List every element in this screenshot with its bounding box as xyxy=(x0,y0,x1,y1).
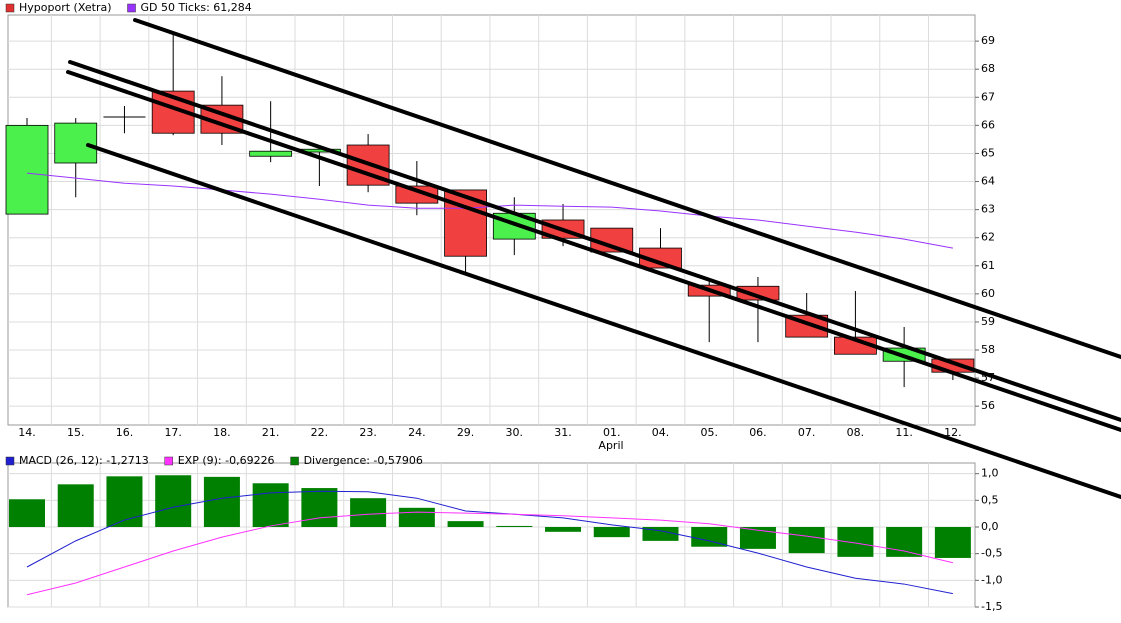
x-tick-label: 08. xyxy=(847,426,865,439)
x-tick-label: 04. xyxy=(652,426,670,439)
trend-line xyxy=(68,60,1121,422)
y-tick-label: 0,0 xyxy=(981,520,999,533)
month-label: April xyxy=(598,439,623,452)
line xyxy=(26,490,953,595)
macd-frame xyxy=(7,462,976,608)
divergence-bar xyxy=(155,475,192,527)
x-tick-label: 31. xyxy=(554,426,572,439)
legend-entry: Hypoport (Xetra) xyxy=(19,1,112,14)
divergence-bar xyxy=(57,484,94,527)
y-tick-label: 58 xyxy=(981,343,995,356)
x-tick-label: 01. xyxy=(603,426,621,439)
trend-line xyxy=(133,18,1121,359)
divergence-bar xyxy=(301,488,338,527)
y-tick-label: 0,5 xyxy=(981,493,999,506)
divergence-bar xyxy=(593,527,630,538)
vertical-grid xyxy=(50,15,930,607)
candle-body xyxy=(395,185,439,204)
y-tick-label: 64 xyxy=(981,175,995,188)
x-tick-label: 24. xyxy=(408,426,426,439)
y-tick-label: 65 xyxy=(981,146,995,159)
y-tick-label: 59 xyxy=(981,315,995,328)
legend-swatch xyxy=(5,3,15,13)
candle-body xyxy=(736,285,780,301)
divergence-bar xyxy=(398,507,435,527)
price-frame xyxy=(7,14,976,426)
trend-lines xyxy=(66,18,1121,499)
x-tick-label: 16. xyxy=(116,426,134,439)
divergence-bar xyxy=(496,525,533,527)
legend-swatch xyxy=(5,456,15,466)
y-tick-label: -0,5 xyxy=(981,547,1002,560)
legend-entry: MACD (26, 12): -1,2713 xyxy=(19,454,149,467)
divergence-bar xyxy=(642,527,679,541)
x-tick-label: 30. xyxy=(506,426,524,439)
divergence-bar xyxy=(837,527,874,557)
legend-swatch xyxy=(127,3,136,13)
x-tick-label: 05. xyxy=(700,426,718,439)
y-tick-label: -1,5 xyxy=(981,600,1002,613)
divergence-bar xyxy=(886,527,923,557)
x-tick-label: 18. xyxy=(213,426,231,439)
y-tick-label: 60 xyxy=(981,287,995,300)
legend-entry: Divergence: -0,57906 xyxy=(304,454,423,467)
trend-line xyxy=(86,143,1121,499)
divergence-bar xyxy=(788,527,825,554)
y-tick-label: 1,0 xyxy=(981,467,999,480)
candle-body xyxy=(54,122,98,164)
line xyxy=(26,511,953,596)
y-tick-label: 62 xyxy=(981,231,995,244)
y-tick-label: 56 xyxy=(981,399,995,412)
x-tick-label: 06. xyxy=(749,426,767,439)
x-tick-label: 14. xyxy=(18,426,36,439)
legend-swatch xyxy=(164,456,173,466)
x-tick-label: 21. xyxy=(262,426,280,439)
divergence-bar xyxy=(350,498,387,527)
divergence-bar xyxy=(106,476,143,527)
y-tick-label: 67 xyxy=(981,90,995,103)
legend-entry: EXP (9): -0,69226 xyxy=(178,454,275,467)
divergence-bar xyxy=(934,527,971,558)
candle-body xyxy=(5,124,49,215)
x-tick-label: 17. xyxy=(164,426,182,439)
divergence-bar xyxy=(447,521,484,527)
y-tick-label: 61 xyxy=(981,259,995,272)
trend-line xyxy=(66,70,1121,432)
x-tick-label: 15. xyxy=(67,426,85,439)
divergence-bar xyxy=(203,476,240,527)
x-tick-label: 29. xyxy=(457,426,475,439)
x-tick-label: 07. xyxy=(798,426,816,439)
y-tick-label: 69 xyxy=(981,34,995,47)
y-tick-label: 68 xyxy=(981,62,995,75)
x-tick-label: 12. xyxy=(944,426,962,439)
x-tick-label: 11. xyxy=(895,426,913,439)
legend-swatch xyxy=(290,456,299,466)
x-tick-label: 23. xyxy=(359,426,377,439)
divergence-bar xyxy=(739,527,776,549)
y-tick-label: 63 xyxy=(981,203,995,216)
x-tick-label: 22. xyxy=(311,426,329,439)
y-tick-label: 66 xyxy=(981,118,995,131)
y-tick-label: -1,0 xyxy=(981,573,1002,586)
candle-body xyxy=(249,150,293,157)
legend-entry: GD 50 Ticks: 61,284 xyxy=(141,1,252,14)
divergence-bar xyxy=(252,483,289,527)
divergence-bar xyxy=(9,499,45,527)
divergence-bar xyxy=(545,527,582,532)
divergence-bar xyxy=(691,527,728,547)
